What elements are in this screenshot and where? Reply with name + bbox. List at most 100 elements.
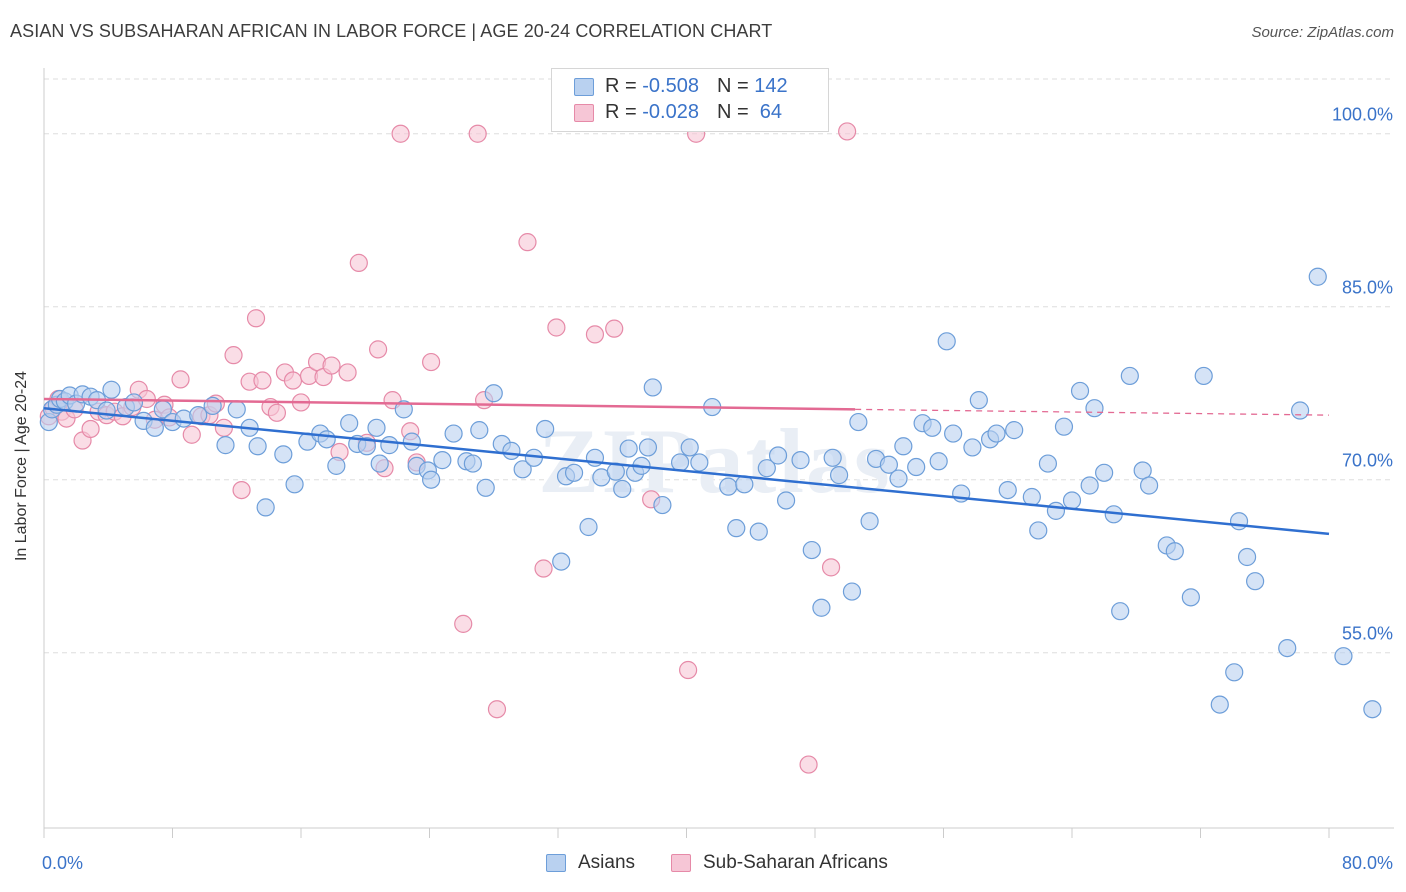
asian-point bbox=[1080, 476, 1099, 495]
asian-point bbox=[1229, 512, 1249, 531]
asian-point bbox=[552, 552, 571, 571]
asian-point bbox=[1225, 663, 1244, 682]
asian-point bbox=[433, 451, 452, 470]
asians-legend-swatch bbox=[546, 853, 566, 872]
asian-point bbox=[613, 479, 632, 499]
asians-swatch bbox=[574, 77, 594, 96]
legend-r-value: -0.508 bbox=[642, 75, 699, 97]
african-legend-swatch bbox=[671, 853, 691, 872]
african-point bbox=[468, 124, 487, 143]
legend-r-value: -0.028 bbox=[642, 101, 699, 123]
label-layer: 55.0% 70.0% 85.0% 100.0% 0.0% 80.0% bbox=[42, 105, 1393, 873]
asian-point bbox=[929, 452, 948, 471]
asian-point bbox=[879, 455, 898, 474]
asian-point bbox=[394, 400, 413, 419]
asian-point bbox=[1085, 399, 1104, 418]
asian-point bbox=[1139, 476, 1159, 495]
grid-layer bbox=[44, 78, 1394, 654]
asian-point bbox=[860, 512, 879, 531]
african-point bbox=[679, 660, 698, 680]
asian-point bbox=[327, 456, 346, 475]
legend-row-african: R = -0.028 N = 64 bbox=[574, 101, 782, 127]
asian-point bbox=[124, 393, 144, 412]
asian-point bbox=[502, 441, 521, 460]
asian-point bbox=[1062, 491, 1082, 510]
legend-row-asians: R = -0.508 N = 142 bbox=[574, 75, 788, 101]
african-point bbox=[838, 122, 857, 141]
asian-point bbox=[849, 412, 868, 432]
asian-point bbox=[1246, 572, 1265, 591]
asian-point bbox=[1181, 588, 1200, 607]
asian-point bbox=[1022, 487, 1041, 507]
asian-point bbox=[1038, 454, 1058, 473]
asian-point bbox=[1278, 638, 1297, 658]
asian-point bbox=[719, 477, 738, 496]
asian-point bbox=[638, 438, 658, 457]
asian-point bbox=[944, 424, 963, 443]
asian-point bbox=[1095, 463, 1114, 482]
asian-point bbox=[145, 418, 164, 437]
asian-point bbox=[1120, 366, 1139, 386]
asian-point bbox=[248, 437, 267, 456]
asian-point bbox=[812, 598, 831, 617]
asian-point bbox=[484, 384, 503, 403]
asian-point bbox=[690, 453, 709, 472]
asian-point bbox=[1194, 366, 1213, 386]
african-point bbox=[246, 309, 266, 328]
bottom-legend-african: Sub-Saharan Africans bbox=[671, 852, 888, 874]
african-point bbox=[349, 253, 368, 273]
asian-point bbox=[963, 438, 982, 457]
asian-point bbox=[1111, 602, 1130, 621]
asian-point bbox=[768, 446, 788, 465]
asian-point bbox=[357, 437, 376, 456]
y-tick-label: 55.0% bbox=[1342, 624, 1393, 644]
asian-point bbox=[1308, 267, 1327, 286]
asian-point bbox=[470, 421, 489, 440]
asian-point bbox=[776, 491, 796, 510]
correlation-legend: R = -0.508 N = 142 R = -0.028 N = 64 bbox=[551, 68, 829, 132]
asian-point bbox=[402, 432, 421, 451]
asian-point bbox=[340, 414, 359, 433]
asian-point bbox=[619, 439, 638, 458]
x-tick-label: 80.0% bbox=[1342, 853, 1393, 873]
asian-point bbox=[969, 391, 988, 410]
asian-point bbox=[97, 401, 116, 420]
asian-point bbox=[476, 478, 495, 497]
african-point bbox=[391, 124, 410, 143]
asian-point bbox=[998, 480, 1017, 500]
y-axis-title: In Labor Force | Age 20-24 bbox=[13, 370, 30, 562]
african-point bbox=[369, 340, 388, 359]
asian-point bbox=[216, 436, 235, 455]
asian-point bbox=[680, 438, 699, 457]
asian-point bbox=[1210, 695, 1229, 714]
asian-point bbox=[317, 430, 336, 449]
asian-point bbox=[907, 457, 926, 477]
asian-point bbox=[444, 424, 463, 443]
y-tick-label: 70.0% bbox=[1342, 451, 1393, 471]
y-tick-label: 100.0% bbox=[1332, 105, 1393, 125]
asian-point bbox=[370, 454, 389, 473]
legend-n-value: 142 bbox=[754, 75, 788, 97]
asian-point bbox=[102, 380, 121, 399]
legend-r-label: R = bbox=[605, 101, 643, 123]
asian-point bbox=[274, 445, 293, 464]
legend-n-label: N = bbox=[716, 101, 755, 123]
asian-point bbox=[937, 332, 956, 351]
asian-point bbox=[802, 540, 821, 560]
asian-point bbox=[1046, 501, 1066, 520]
asian-point bbox=[1005, 421, 1024, 440]
asian-point bbox=[889, 469, 908, 488]
asian-point bbox=[727, 519, 746, 538]
chart-title: ASIAN VS SUBSAHARAN AFRICAN IN LABOR FOR… bbox=[10, 21, 773, 41]
african-point bbox=[283, 371, 303, 390]
trend-layer bbox=[43, 397, 1330, 536]
african-point bbox=[547, 318, 566, 337]
asian-point bbox=[923, 418, 942, 437]
african-point bbox=[322, 356, 341, 375]
asian-point bbox=[227, 400, 246, 419]
african-trend-line bbox=[43, 397, 856, 411]
asian-point bbox=[1029, 521, 1048, 540]
asian-point bbox=[670, 453, 690, 472]
african-point bbox=[605, 319, 624, 338]
